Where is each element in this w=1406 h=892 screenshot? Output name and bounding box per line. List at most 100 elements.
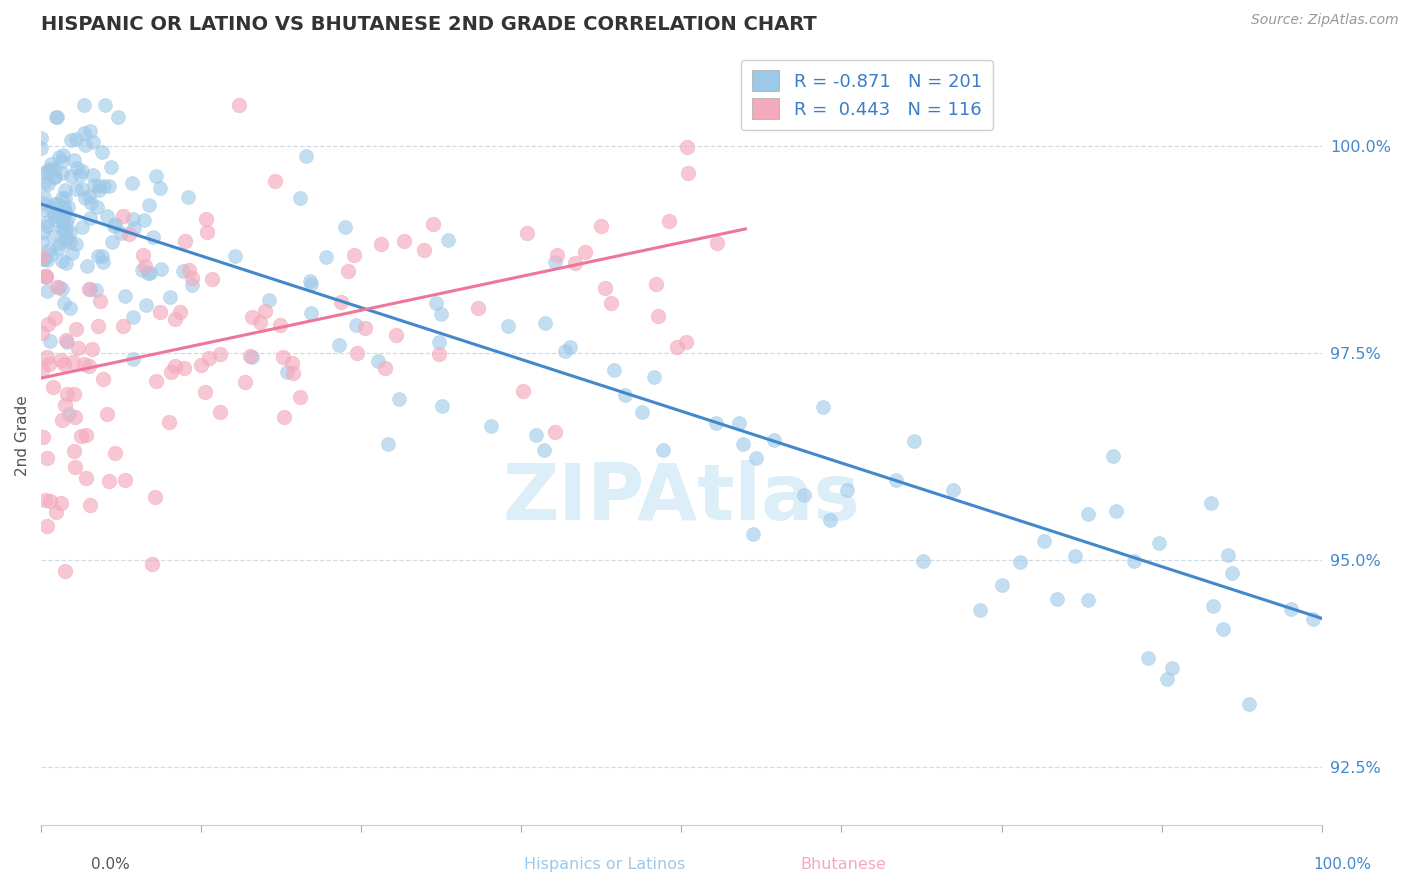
Point [143, 490, 166, 504]
Point [546, 248, 568, 262]
Point [79, 211, 101, 225]
Point [91, 249, 114, 263]
Point [179, 263, 201, 277]
Point [430, 307, 453, 321]
Point [742, 526, 765, 541]
Point [56, 386, 79, 401]
Point [51, 254, 73, 268]
Point [53, 191, 76, 205]
Point [72, 220, 94, 235]
Point [299, 306, 322, 320]
Point [367, 354, 389, 368]
Point [603, 363, 626, 377]
Point [59, 235, 82, 249]
Point [73, 357, 96, 371]
Point [793, 488, 815, 502]
Point [51, 282, 73, 296]
Point [32, 190, 55, 204]
Point [132, 212, 155, 227]
Point [330, 295, 353, 310]
Point [533, 443, 555, 458]
Point [1199, 496, 1222, 510]
Point [180, 270, 202, 285]
Point [315, 250, 337, 264]
Point [512, 384, 534, 399]
Point [240, 310, 263, 324]
Point [52, 221, 75, 235]
Point [51, 153, 73, 168]
Point [31, 326, 53, 341]
Point [159, 290, 181, 304]
Point [240, 350, 263, 364]
Point [1302, 611, 1324, 625]
Point [73, 126, 96, 140]
Point [46, 111, 69, 125]
Point [39, 493, 62, 508]
Point [288, 390, 311, 404]
Point [46, 280, 69, 294]
Point [69, 168, 91, 182]
Point [65, 132, 87, 146]
Point [139, 267, 162, 281]
Point [228, 97, 250, 112]
Point [34, 268, 56, 283]
Point [131, 263, 153, 277]
Point [62, 355, 84, 369]
Point [224, 249, 246, 263]
Point [107, 110, 129, 124]
Point [35, 215, 58, 229]
Point [48, 236, 70, 251]
Point [96, 210, 118, 224]
Point [704, 416, 727, 430]
Point [51, 166, 73, 180]
Point [190, 358, 212, 372]
Point [97, 179, 120, 194]
Point [249, 315, 271, 329]
Point [343, 248, 366, 262]
Point [208, 405, 231, 419]
Point [48, 206, 70, 220]
Point [31, 250, 53, 264]
Point [30, 131, 52, 145]
Point [1216, 549, 1239, 563]
Point [44, 169, 66, 184]
Point [100, 160, 122, 174]
Point [675, 334, 697, 349]
Point [79, 282, 101, 296]
Point [1104, 503, 1126, 517]
Point [53, 204, 76, 219]
Point [39, 334, 62, 348]
Point [201, 272, 224, 286]
Point [1077, 593, 1099, 607]
Point [818, 513, 841, 527]
Point [67, 341, 90, 355]
Point [31, 363, 53, 377]
Point [80, 342, 103, 356]
Point [32, 225, 55, 239]
Point [631, 405, 654, 419]
Point [39, 161, 62, 176]
Text: 100.0%: 100.0% [1313, 857, 1371, 872]
Point [377, 437, 399, 451]
Point [44, 212, 66, 227]
Point [35, 284, 58, 298]
Point [264, 174, 287, 188]
Point [77, 188, 100, 202]
Point [1212, 622, 1234, 636]
Point [589, 219, 612, 233]
Point [160, 366, 183, 380]
Point [1101, 449, 1123, 463]
Point [239, 349, 262, 363]
Point [37, 252, 59, 267]
Point [93, 178, 115, 193]
Point [32, 166, 55, 180]
Point [45, 110, 67, 124]
Point [104, 446, 127, 460]
Text: Hispanics or Latinos: Hispanics or Latinos [524, 857, 685, 872]
Point [60, 169, 83, 183]
Point [991, 577, 1014, 591]
Point [35, 451, 58, 466]
Point [63, 410, 86, 425]
Point [370, 237, 392, 252]
Point [49, 496, 72, 510]
